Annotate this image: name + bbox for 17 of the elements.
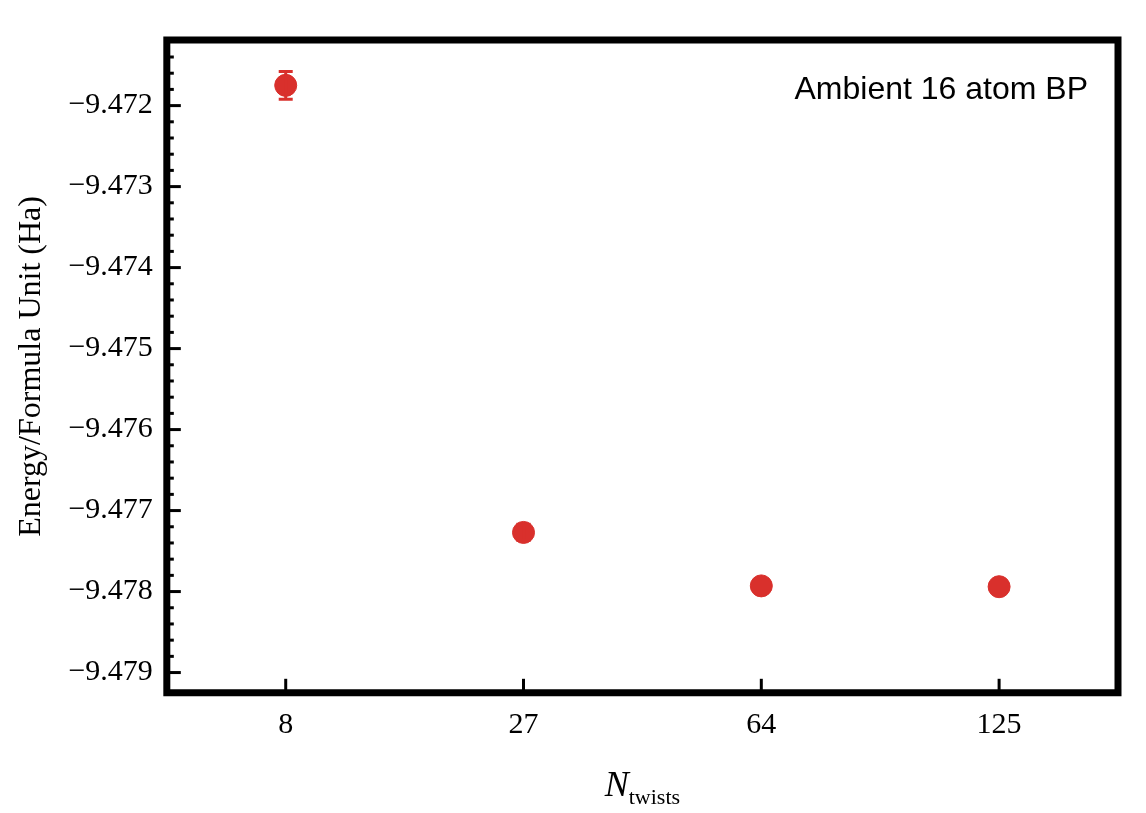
y-tick-label: −9.478 [68,572,153,606]
y-axis-title: Energy/Formula Unit (Ha) [10,196,47,537]
y-tick-label: −9.477 [68,491,153,525]
y-tick-label: −9.479 [68,653,153,687]
point [987,575,1011,599]
point [512,520,536,544]
point [749,574,773,598]
x-tick-label: 125 [976,705,1022,739]
x-tick-label: 8 [278,705,294,739]
y-tick-label: −9.475 [68,329,153,363]
x-tick-label: 27 [508,705,539,739]
y-tick-label: −9.474 [68,248,153,282]
y-tick-label: −9.472 [68,86,153,120]
y-tick-label: −9.476 [68,410,153,444]
x-tick-label: 64 [746,705,777,739]
annotation: Ambient 16 atom BP [794,69,1088,106]
y-tick-label: −9.473 [68,167,153,201]
